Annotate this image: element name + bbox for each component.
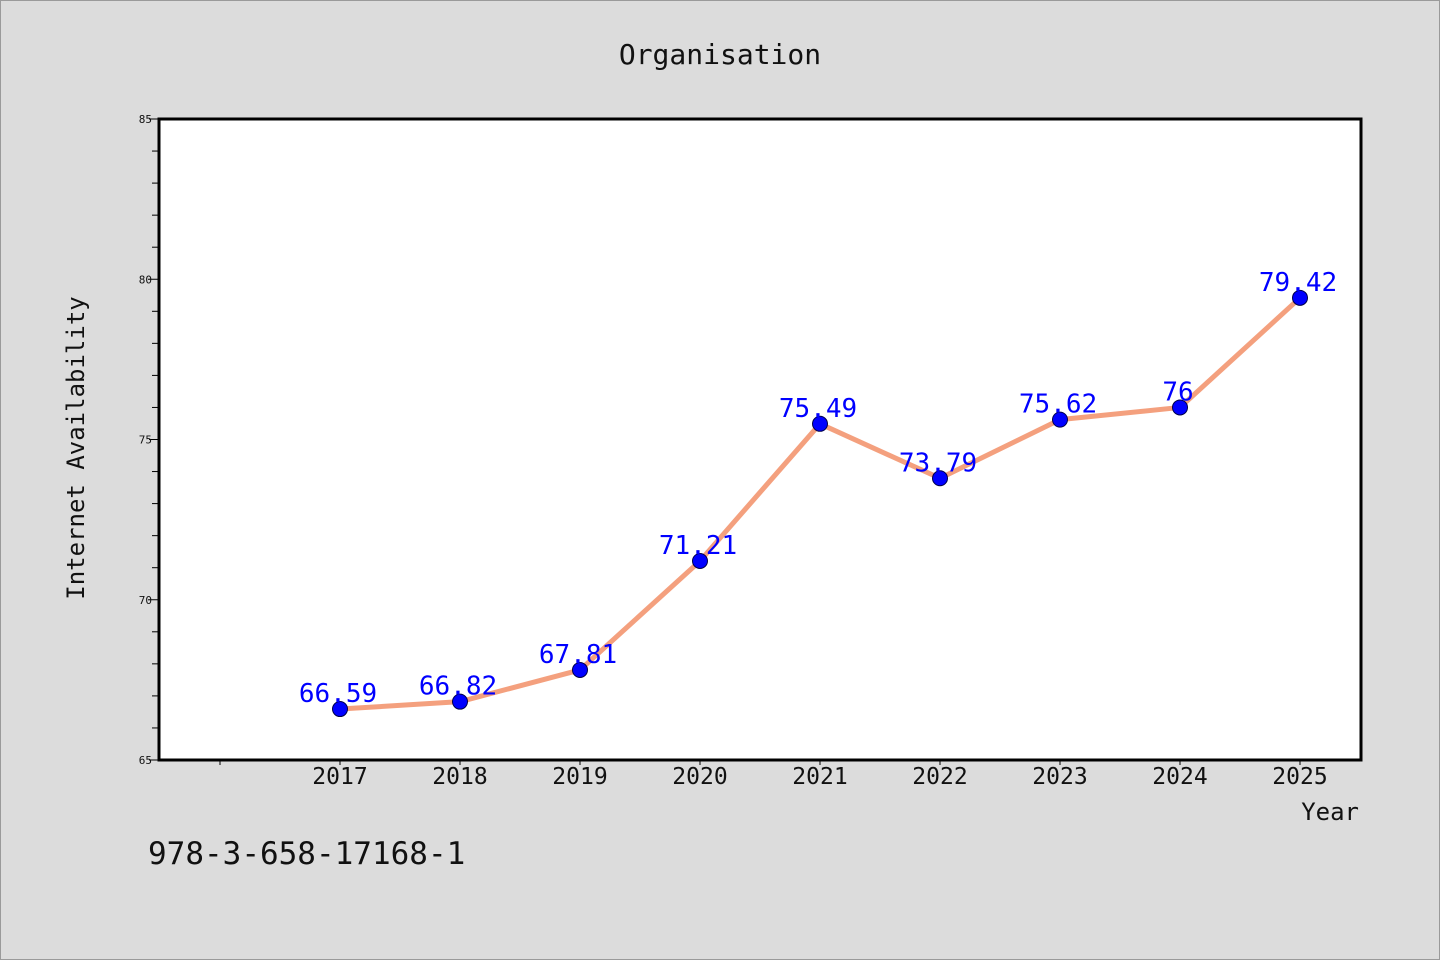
- data-point: [932, 470, 948, 487]
- x-tick-label: 2023: [1032, 764, 1087, 790]
- data-label: 66.82: [419, 672, 497, 702]
- y-tick-label: 85: [139, 113, 152, 126]
- data-label: 79.42: [1259, 268, 1337, 298]
- data-point: [452, 693, 468, 710]
- data-label: 76: [1162, 377, 1193, 407]
- x-tick-label: 2022: [912, 764, 967, 790]
- x-tick-label: 2018: [432, 764, 487, 790]
- data-label: 75.49: [779, 394, 857, 424]
- x-tick-label: 2021: [792, 764, 847, 790]
- data-point: [1052, 411, 1068, 428]
- data-label: 75.62: [1019, 390, 1097, 420]
- data-point: [812, 415, 828, 432]
- y-tick-label: 80: [139, 273, 152, 286]
- x-tick-label: 2025: [1272, 764, 1327, 790]
- x-axis-label: Year: [1301, 798, 1359, 826]
- y-axis: 65 70 75 80 85: [139, 113, 159, 767]
- chart-title: Organisation: [619, 38, 821, 71]
- x-axis: 2017 2018 2019 2020 2021 2022 2023 2024 2025: [219, 760, 1328, 790]
- data-point: [692, 552, 708, 569]
- x-tick-label: 2017: [312, 764, 367, 790]
- data-point: [332, 701, 348, 718]
- data-label: 66.59: [299, 679, 377, 709]
- y-tick-label: 65: [139, 754, 152, 767]
- y-axis-label: Internet Availability: [62, 296, 90, 599]
- y-tick-label: 75: [139, 434, 152, 447]
- data-label: 73.79: [899, 448, 977, 478]
- data-point: [1292, 289, 1308, 306]
- data-point: [572, 661, 588, 678]
- data-markers: [332, 289, 1308, 718]
- x-tick-label: 2019: [552, 764, 607, 790]
- x-tick-label: 2020: [672, 764, 727, 790]
- data-label: 67.81: [539, 640, 617, 670]
- data-labels: 66.59 66.82 67.81 71.21 75.49 73.79 75.62 76 79.…: [299, 268, 1337, 709]
- data-point: [1172, 399, 1188, 416]
- y-tick-label: 70: [139, 594, 152, 607]
- plot-area: [157, 117, 1363, 762]
- isbn-text: 978-3-658-17168-1: [148, 836, 465, 872]
- data-label: 71.21: [659, 531, 737, 561]
- x-tick-label: 2024: [1152, 764, 1207, 790]
